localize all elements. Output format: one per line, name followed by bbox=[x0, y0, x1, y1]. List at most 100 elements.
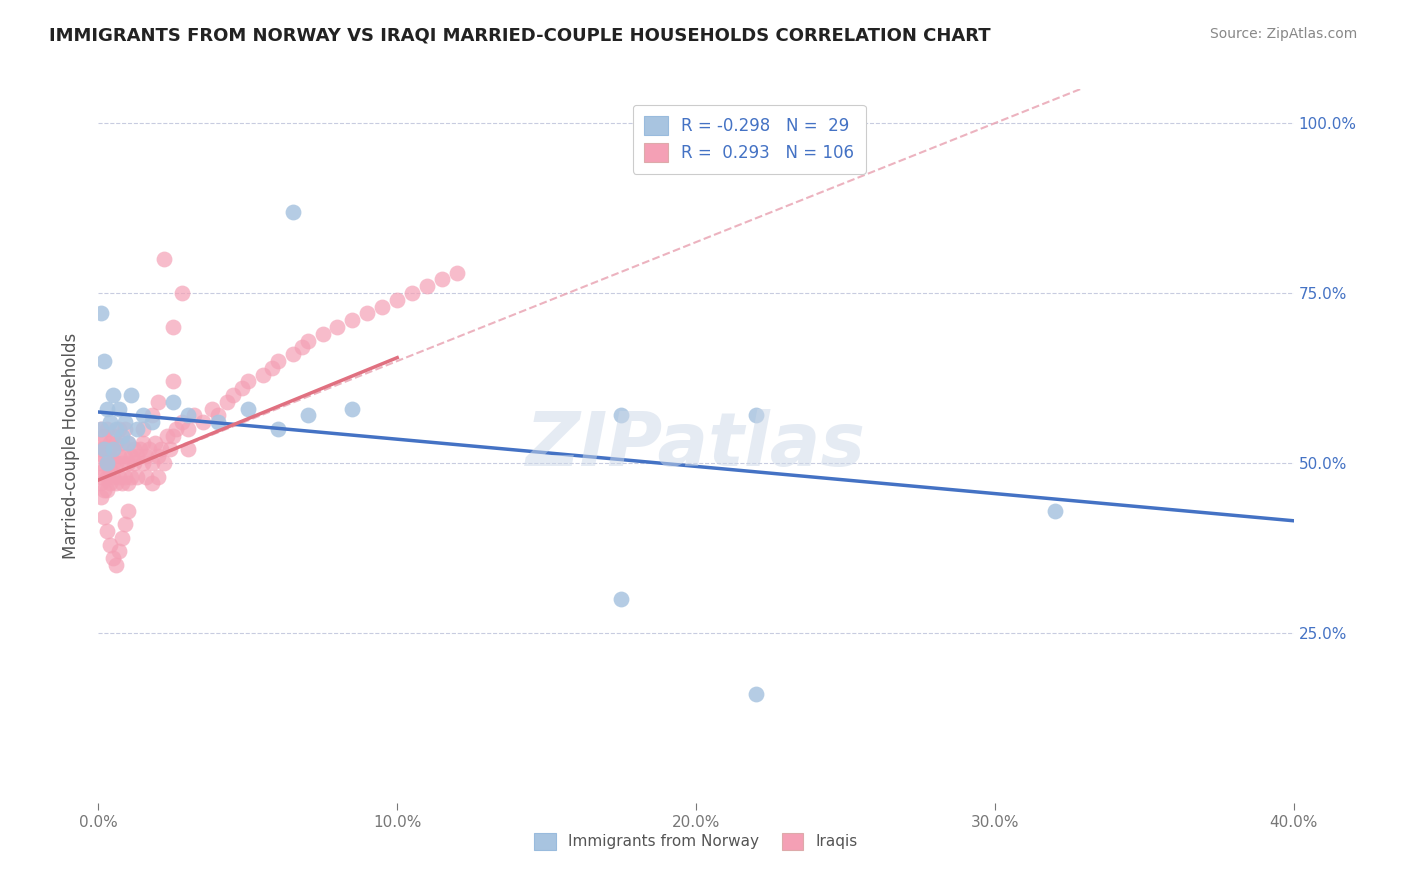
Immigrants from Norway bbox=[745, 687, 768, 701]
Iraqis bbox=[260, 360, 283, 375]
Immigrants from Norway bbox=[281, 204, 304, 219]
Immigrants from Norway bbox=[610, 409, 633, 423]
Iraqis bbox=[236, 375, 259, 389]
Iraqis bbox=[311, 326, 333, 341]
Iraqis bbox=[124, 456, 146, 470]
Immigrants from Norway bbox=[114, 415, 136, 429]
Iraqis bbox=[162, 429, 184, 443]
Iraqis bbox=[141, 456, 163, 470]
Iraqis bbox=[132, 435, 155, 450]
Iraqis bbox=[162, 320, 184, 334]
Iraqis bbox=[385, 293, 409, 307]
Immigrants from Norway bbox=[610, 591, 633, 606]
Iraqis bbox=[132, 456, 155, 470]
Immigrants from Norway bbox=[108, 401, 131, 416]
Iraqis bbox=[120, 449, 142, 463]
Iraqis bbox=[172, 415, 194, 429]
Immigrants from Norway bbox=[105, 422, 128, 436]
Iraqis bbox=[127, 449, 149, 463]
Immigrants from Norway bbox=[98, 415, 122, 429]
Iraqis bbox=[93, 510, 115, 524]
Iraqis bbox=[120, 469, 142, 483]
Iraqis bbox=[108, 449, 131, 463]
Iraqis bbox=[207, 409, 229, 423]
Iraqis bbox=[96, 422, 118, 436]
Iraqis bbox=[96, 524, 118, 538]
Immigrants from Norway bbox=[132, 409, 155, 423]
Immigrants from Norway bbox=[342, 401, 364, 416]
Immigrants from Norway bbox=[127, 422, 149, 436]
Immigrants from Norway bbox=[177, 409, 200, 423]
Iraqis bbox=[98, 449, 122, 463]
Iraqis bbox=[371, 300, 394, 314]
Iraqis bbox=[177, 442, 200, 457]
Iraqis bbox=[103, 429, 125, 443]
Immigrants from Norway bbox=[1043, 503, 1066, 517]
Iraqis bbox=[105, 558, 128, 572]
Iraqis bbox=[267, 354, 290, 368]
Iraqis bbox=[222, 388, 245, 402]
Iraqis bbox=[127, 469, 149, 483]
Iraqis bbox=[446, 266, 468, 280]
Iraqis bbox=[90, 442, 112, 457]
Iraqis bbox=[129, 442, 152, 457]
Immigrants from Norway bbox=[103, 442, 125, 457]
Immigrants from Norway bbox=[96, 456, 118, 470]
Iraqis bbox=[177, 422, 200, 436]
Iraqis bbox=[342, 313, 364, 327]
Iraqis bbox=[93, 449, 115, 463]
Iraqis bbox=[252, 368, 274, 382]
Iraqis bbox=[159, 442, 181, 457]
Iraqis bbox=[183, 409, 205, 423]
Iraqis bbox=[191, 415, 214, 429]
Iraqis bbox=[108, 469, 131, 483]
Iraqis bbox=[141, 476, 163, 491]
Iraqis bbox=[281, 347, 304, 361]
Iraqis bbox=[93, 483, 115, 498]
Immigrants from Norway bbox=[236, 401, 259, 416]
Iraqis bbox=[93, 442, 115, 457]
Immigrants from Norway bbox=[745, 409, 768, 423]
Iraqis bbox=[114, 469, 136, 483]
Iraqis bbox=[105, 456, 128, 470]
Iraqis bbox=[231, 381, 253, 395]
Iraqis bbox=[98, 435, 122, 450]
Iraqis bbox=[430, 272, 453, 286]
Iraqis bbox=[124, 442, 146, 457]
Iraqis bbox=[105, 435, 128, 450]
Iraqis bbox=[103, 551, 125, 566]
Immigrants from Norway bbox=[90, 306, 112, 320]
Immigrants from Norway bbox=[103, 388, 125, 402]
Immigrants from Norway bbox=[93, 442, 115, 457]
Iraqis bbox=[172, 286, 194, 301]
Iraqis bbox=[326, 320, 349, 334]
Iraqis bbox=[90, 435, 112, 450]
Iraqis bbox=[132, 422, 155, 436]
Iraqis bbox=[148, 394, 170, 409]
Immigrants from Norway bbox=[207, 415, 229, 429]
Immigrants from Norway bbox=[111, 429, 134, 443]
Iraqis bbox=[356, 306, 378, 320]
Iraqis bbox=[297, 334, 319, 348]
Iraqis bbox=[117, 503, 139, 517]
Iraqis bbox=[111, 435, 134, 450]
Immigrants from Norway bbox=[297, 409, 319, 423]
Iraqis bbox=[98, 463, 122, 477]
Iraqis bbox=[401, 286, 423, 301]
Iraqis bbox=[108, 544, 131, 558]
Iraqis bbox=[114, 517, 136, 532]
Iraqis bbox=[93, 463, 115, 477]
Y-axis label: Married-couple Households: Married-couple Households bbox=[62, 333, 80, 559]
Iraqis bbox=[143, 435, 166, 450]
Iraqis bbox=[416, 279, 439, 293]
Iraqis bbox=[90, 422, 112, 436]
Iraqis bbox=[111, 456, 134, 470]
Iraqis bbox=[153, 252, 176, 266]
Iraqis bbox=[138, 442, 160, 457]
Text: Source: ZipAtlas.com: Source: ZipAtlas.com bbox=[1209, 27, 1357, 41]
Iraqis bbox=[90, 476, 112, 491]
Iraqis bbox=[103, 456, 125, 470]
Immigrants from Norway bbox=[117, 435, 139, 450]
Iraqis bbox=[90, 490, 112, 504]
Iraqis bbox=[162, 375, 184, 389]
